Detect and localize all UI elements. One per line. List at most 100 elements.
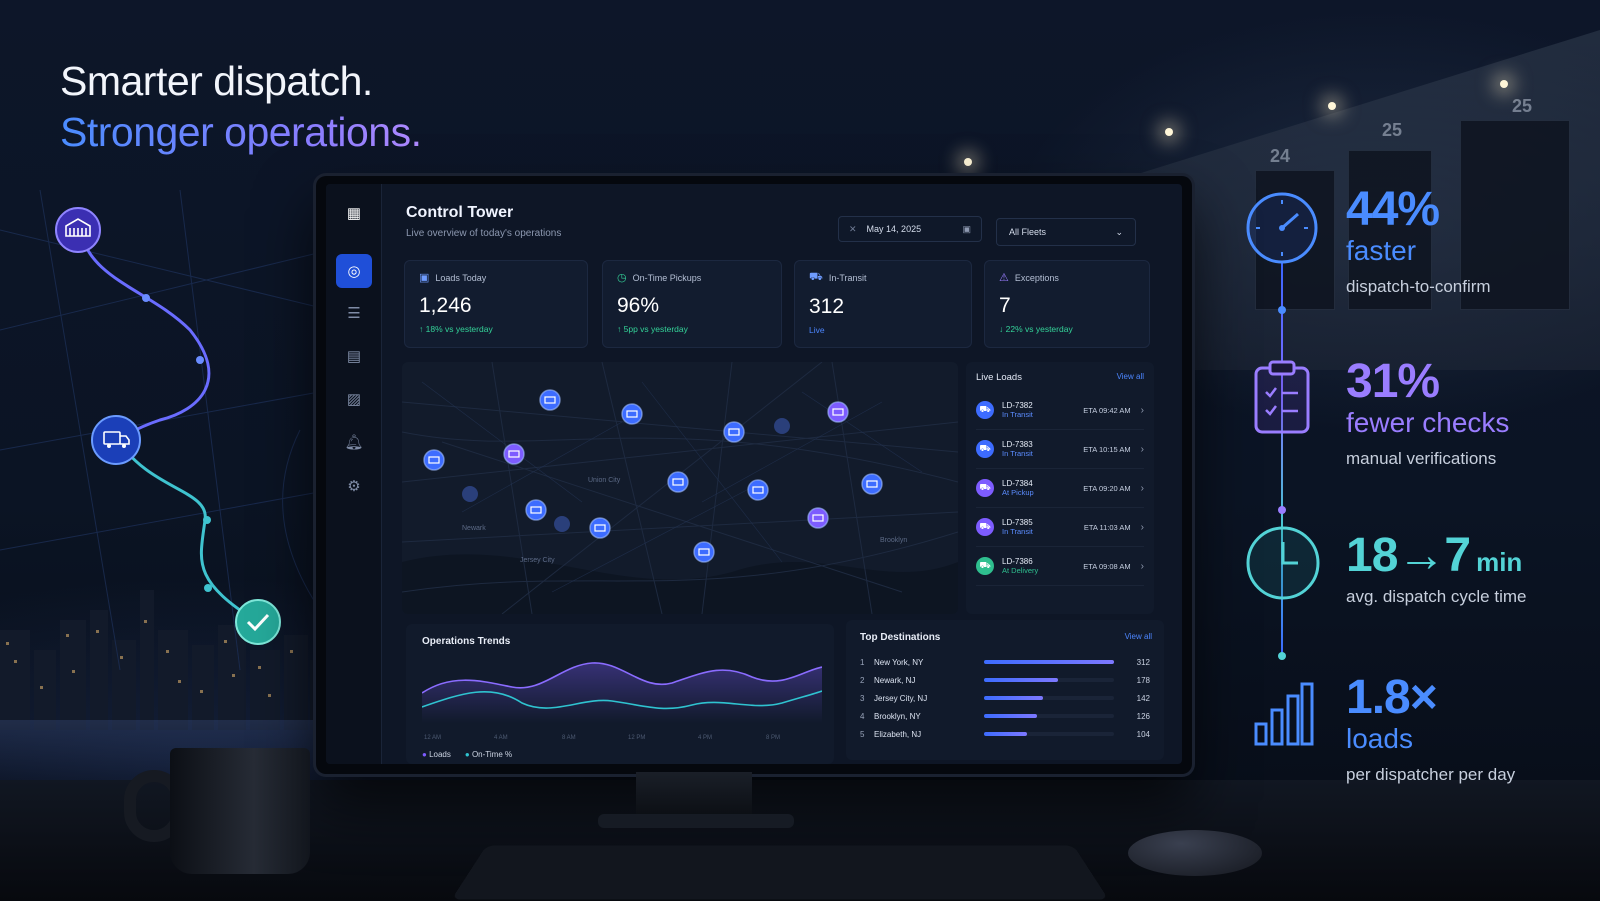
kpi-value: 96% (617, 294, 660, 317)
load-row[interactable]: ⛟ LD-7383 In Transit ETA 10:15 AM › (976, 430, 1144, 469)
map-truck-marker[interactable] (667, 471, 689, 493)
destinations-title: Top Destinations (860, 632, 941, 643)
load-eta: ETA 09:42 AM (1083, 405, 1131, 415)
x-tick: 8 PM (766, 735, 780, 741)
destination-value: 178 (1136, 675, 1150, 685)
load-eta: ETA 10:15 AM (1083, 444, 1131, 454)
chevron-down-icon: ⌄ (1115, 226, 1123, 237)
close-icon[interactable]: ✕ (849, 223, 857, 234)
truck-pin-icon (91, 415, 141, 465)
dashboard-screen: ▦ ◎ ☰ ▤ ▨ 🔔︎ ⚙ Control Tower Live overvi… (326, 184, 1182, 764)
view-all-link[interactable]: View all (1124, 632, 1152, 641)
compass-icon[interactable]: ◎ (336, 254, 372, 288)
map-truck-marker[interactable] (589, 517, 611, 539)
fleet-select-value: All Fleets (1009, 227, 1047, 237)
page-subtitle: Live overview of today's operations (406, 228, 562, 239)
reports-icon[interactable]: ▨ (346, 391, 362, 408)
destination-bar (984, 660, 1114, 664)
load-row[interactable]: ⛟ LD-7385 In Transit ETA 11:03 AM › (976, 508, 1144, 547)
connector-node (1278, 306, 1286, 314)
lamp (1500, 80, 1508, 88)
map-truck-marker[interactable] (807, 507, 829, 529)
destination-row[interactable]: 1 New York, NY 312 (860, 653, 1150, 671)
kpi-label: Exceptions (1014, 272, 1059, 283)
load-row[interactable]: ⛟ LD-7386 At Delivery ETA 09:08 AM › (976, 547, 1144, 586)
load-status: At Delivery (1002, 566, 1039, 575)
kpi-card-loads[interactable]: ▣ Loads Today 1,246 ↑ 18% vs yesterday (404, 260, 588, 348)
lamp (964, 158, 972, 166)
kpi-card-exceptions[interactable]: ⚠ Exceptions 7 ↓ 22% vs yesterday (984, 260, 1150, 348)
map-truck-marker[interactable] (723, 421, 745, 443)
chevron-right-icon[interactable]: › (1140, 443, 1144, 455)
load-row[interactable]: ⛟ LD-7384 At Pickup ETA 09:20 AM › (976, 469, 1144, 508)
chevron-right-icon[interactable]: › (1140, 482, 1144, 494)
dock-door (1348, 150, 1432, 310)
map-label: Newark (462, 525, 486, 532)
dock-number: 24 (1270, 146, 1291, 166)
chevron-right-icon[interactable]: › (1140, 404, 1144, 416)
live-loads-title: Live Loads (976, 372, 1022, 383)
kpi-card-intransit[interactable]: ⛟ In-Transit 312 Live (794, 260, 972, 348)
connector-node (1278, 652, 1286, 660)
kpi-delta: Live (809, 325, 825, 335)
map-truck-marker[interactable] (621, 403, 643, 425)
kpi-delta: ↑ 5pp vs yesterday (617, 324, 688, 334)
stat-label: faster (1346, 235, 1417, 266)
stat-value: 44% (1346, 183, 1440, 236)
route-waypoint (203, 516, 211, 524)
date-value: May 14, 2025 (866, 224, 922, 234)
map-cluster-marker[interactable] (774, 418, 790, 434)
map-truck-marker[interactable] (827, 401, 849, 423)
truck-icon: ⛟ (976, 557, 994, 575)
x-tick: 12 AM (424, 735, 441, 741)
destination-row[interactable]: 4 Brooklyn, NY 126 (860, 707, 1150, 725)
stats-connector (1281, 262, 1283, 658)
map-truck-marker[interactable] (539, 389, 561, 411)
destination-value: 142 (1136, 693, 1150, 703)
destination-bar-track (984, 714, 1114, 718)
connector-node (1278, 506, 1286, 514)
gear-icon[interactable]: ⚙ (347, 478, 361, 495)
destination-row[interactable]: 5 Elizabeth, NJ 104 (860, 725, 1150, 743)
view-all-link[interactable]: View all (1116, 372, 1144, 381)
clock-icon: ◷ (617, 272, 627, 284)
route-waypoint (196, 356, 204, 364)
map-truck-marker[interactable] (693, 541, 715, 563)
destination-city: Elizabeth, NJ (874, 729, 922, 739)
map-truck-marker[interactable] (747, 479, 769, 501)
chevron-right-icon[interactable]: › (1140, 521, 1144, 533)
chevron-right-icon[interactable]: › (1140, 560, 1144, 572)
map-cluster-marker[interactable] (554, 516, 570, 532)
destination-rank: 5 (860, 729, 865, 739)
apps-grid-icon[interactable]: ▦ (346, 205, 362, 222)
clock-icon (1246, 526, 1320, 600)
fleet-select[interactable]: All Fleets ⌄ (996, 218, 1136, 246)
destination-row[interactable]: 3 Jersey City, NJ 142 (860, 689, 1150, 707)
kpi-card-ontime[interactable]: ◷ On-Time Pickups 96% ↑ 5pp vs yesterday (602, 260, 782, 348)
stat-caption: avg. dispatch cycle time (1346, 587, 1527, 606)
map-truck-marker[interactable] (525, 499, 547, 521)
map-truck-marker[interactable] (503, 443, 525, 465)
load-row[interactable]: ⛟ LD-7382 In Transit ETA 09:42 AM › (976, 391, 1144, 430)
document-icon[interactable]: ▤ (346, 348, 362, 365)
x-tick: 8 AM (562, 735, 576, 741)
destination-rank: 2 (860, 675, 865, 685)
list-icon[interactable]: ☰ (347, 305, 361, 322)
map-cluster-marker[interactable] (462, 486, 478, 502)
chart-legend: ● Loads ● On-Time % (422, 750, 818, 759)
stat-caption: per dispatcher per day (1346, 765, 1516, 784)
warehouse-pin-icon (55, 207, 101, 253)
route-waypoint (142, 294, 150, 302)
truck-icon: ⛟ (976, 479, 994, 497)
date-picker[interactable]: ✕ May 14, 2025 ▣ (838, 216, 982, 242)
kpi-value: 1,246 (419, 294, 472, 317)
destination-row[interactable]: 2 Newark, NJ 178 (860, 671, 1150, 689)
map-truck-marker[interactable] (423, 449, 445, 471)
bell-icon[interactable]: 🔔︎ (344, 434, 364, 451)
stat-unit: min (1476, 547, 1523, 577)
load-eta: ETA 09:20 AM (1083, 483, 1131, 493)
live-map[interactable]: Newark Jersey City Brooklyn Union City (402, 362, 958, 614)
map-truck-marker[interactable] (861, 473, 883, 495)
destination-rank: 3 (860, 693, 865, 703)
destination-city: Newark, NJ (874, 675, 916, 685)
